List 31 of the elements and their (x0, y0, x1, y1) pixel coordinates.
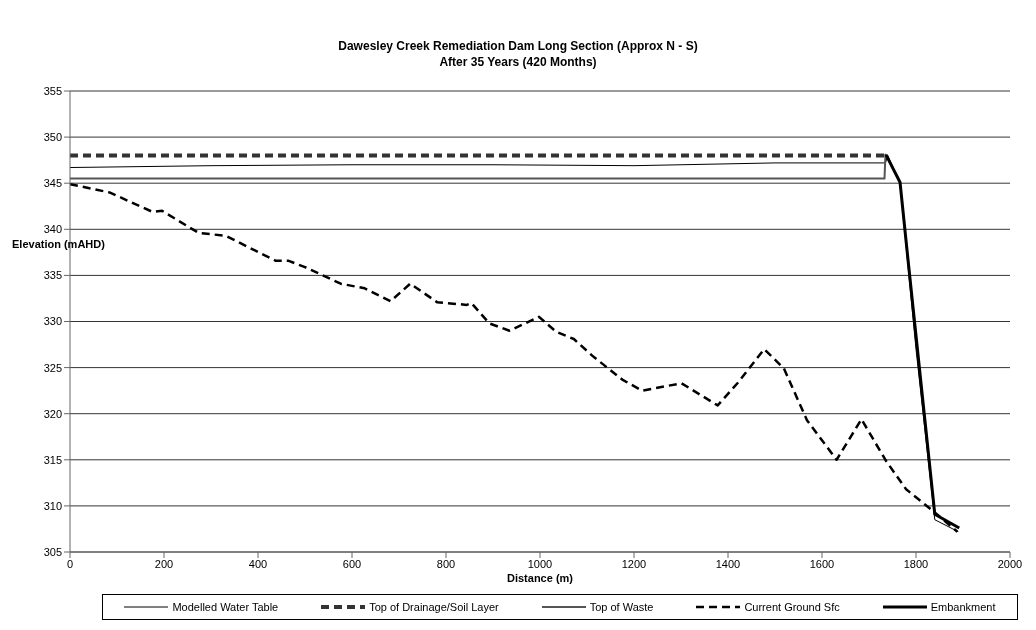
y-tick-label: 320 (43, 407, 62, 420)
y-tick-label: 330 (43, 315, 62, 328)
y-tick-label: 345 (43, 177, 62, 190)
y-tick-label: 350 (43, 131, 62, 144)
y-tick-label: 310 (43, 499, 62, 512)
y-tick-label: 335 (43, 269, 62, 282)
legend-label: Top of Waste (589, 601, 654, 613)
x-tick-label: 400 (248, 557, 268, 570)
y-axis-title: Elevation (mAHD) (12, 238, 105, 250)
x-axis-title: Distance (m) (506, 571, 574, 584)
chart-title: Dawesley Creek Remediation Dam Long Section (Approx N - S) (337, 38, 699, 54)
legend-label: Modelled Water Table (172, 601, 279, 613)
y-tick-label: 355 (43, 84, 62, 97)
x-tick-label: 800 (436, 557, 456, 570)
legend-label: Top of Drainage/Soil Layer (369, 601, 499, 613)
x-tick-label: 1600 (809, 557, 835, 570)
x-tick-label: 0 (66, 557, 74, 570)
x-tick-label: 1400 (715, 557, 741, 570)
x-tick-label: 1000 (527, 557, 553, 570)
x-tick-label: 1200 (621, 557, 647, 570)
chart-subtitle: After 35 Years (420 Months) (438, 54, 598, 70)
legend-label: Current Ground Sfc (744, 601, 840, 613)
y-tick-label: 305 (43, 545, 62, 558)
legend-label: Embankment (930, 601, 996, 613)
y-tick-label: 315 (43, 453, 62, 466)
x-tick-label: 200 (154, 557, 174, 570)
x-tick-label: 1800 (903, 557, 929, 570)
y-tick-label: 340 (43, 223, 62, 236)
x-tick-label: 2000 (997, 557, 1023, 570)
y-tick-label: 325 (43, 361, 62, 374)
x-tick-label: 600 (342, 557, 362, 570)
